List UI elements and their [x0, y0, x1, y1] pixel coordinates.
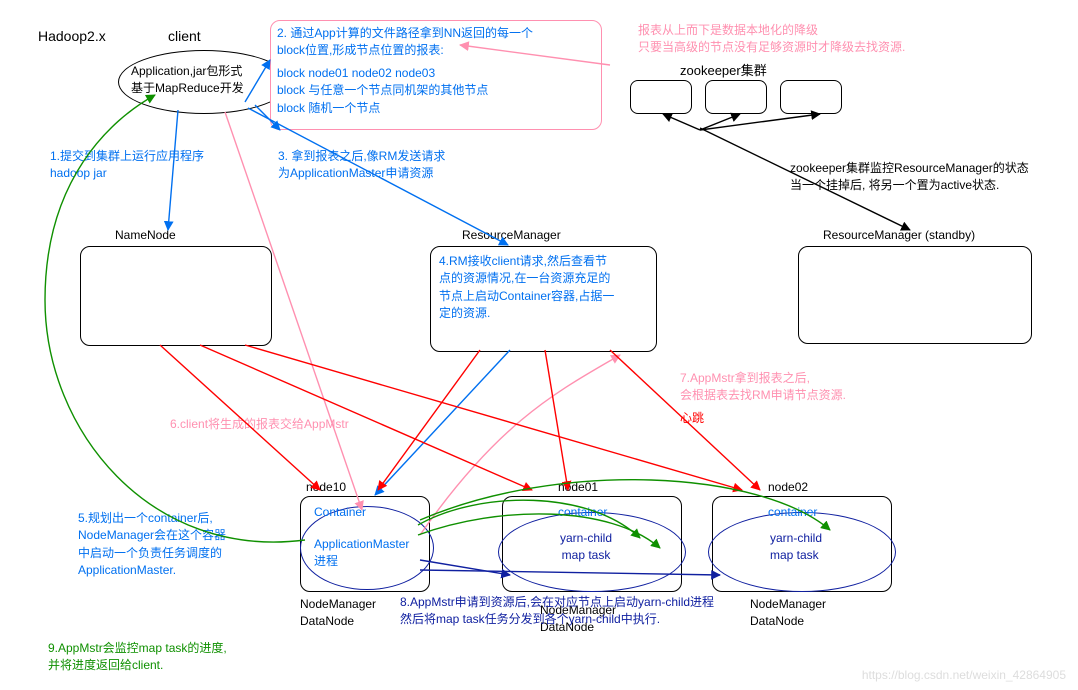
- app-jar-text: Application,jar包形式 基于MapReduce开发: [131, 63, 244, 98]
- note2-box: 2. 通过App计算的文件路径拿到NN返回的每一个 block位置,形成节点位置…: [270, 20, 602, 130]
- namenode-box: [80, 246, 272, 346]
- rm-standby-box: [798, 246, 1032, 344]
- watermark: https://blog.csdn.net/weixin_42864905: [862, 668, 1066, 682]
- note2-body: block node01 node02 node03 block 与任意一个节点…: [277, 65, 488, 117]
- rm-box: 4.RM接收client请求,然后查看节 点的资源情况,在一台资源充足的 节点上…: [430, 246, 657, 352]
- zk-node-3: [780, 80, 842, 114]
- node02-yarnchild: yarn-child map task: [770, 530, 822, 565]
- node01-yarnchild: yarn-child map task: [560, 530, 612, 565]
- note2-head: 2. 通过App计算的文件路径拿到NN返回的每一个 block位置,形成节点位置…: [277, 25, 533, 60]
- node02-nm-dn: NodeManager DataNode: [750, 596, 826, 631]
- note1: 1.提交到集群上运行应用程序 hadoop jar: [50, 148, 204, 183]
- node10-container: Container: [314, 504, 366, 521]
- node02-container: container: [768, 504, 817, 521]
- note5: 5.规划出一个container后, NodeManager会在这个容器 中启动…: [78, 510, 226, 580]
- zk-node-2: [705, 80, 767, 114]
- rm-standby-label: ResourceManager (standby): [823, 228, 975, 242]
- client-label: client: [168, 28, 201, 44]
- note8: 8.AppMstr申请到资源后,会在对应节点上启动yarn-child进程 然后…: [400, 594, 714, 629]
- title: Hadoop2.x: [38, 28, 106, 44]
- zk-label: zookeeper集群: [680, 60, 767, 79]
- heartbeat: 心跳: [680, 410, 704, 427]
- node01-label: node01: [558, 480, 598, 494]
- note6: 6.client将生成的报表交给AppMstr: [170, 416, 349, 433]
- note4: 4.RM接收client请求,然后查看节 点的资源情况,在一台资源充足的 节点上…: [439, 253, 614, 323]
- note3: 3. 拿到报表之后,像RM发送请求 为ApplicationMaster申请资源: [278, 148, 445, 183]
- client-ellipse: Application,jar包形式 基于MapReduce开发: [118, 50, 290, 114]
- rm-label: ResourceManager: [462, 228, 561, 242]
- note9: 9.AppMstr会监控map task的进度, 并将进度返回给client.: [48, 640, 227, 675]
- node01-container: container: [558, 504, 607, 521]
- zk-desc: zookeeper集群监控ResourceManager的状态 当一个挂掉后, …: [790, 160, 1029, 195]
- note7: 7.AppMstr拿到报表之后, 会根据表去找RM申请节点资源.: [680, 370, 846, 405]
- note2-side: 报表从上而下是数据本地化的降级 只要当高级的节点没有足够资源时才降级去找资源.: [638, 22, 905, 57]
- node10-nm-dn: NodeManager DataNode: [300, 596, 376, 631]
- namenode-label: NameNode: [115, 228, 176, 242]
- zk-node-1: [630, 80, 692, 114]
- node02-label: node02: [768, 480, 808, 494]
- node10-appmaster: ApplicationMaster 进程: [314, 536, 409, 571]
- node10-label: node10: [306, 480, 346, 494]
